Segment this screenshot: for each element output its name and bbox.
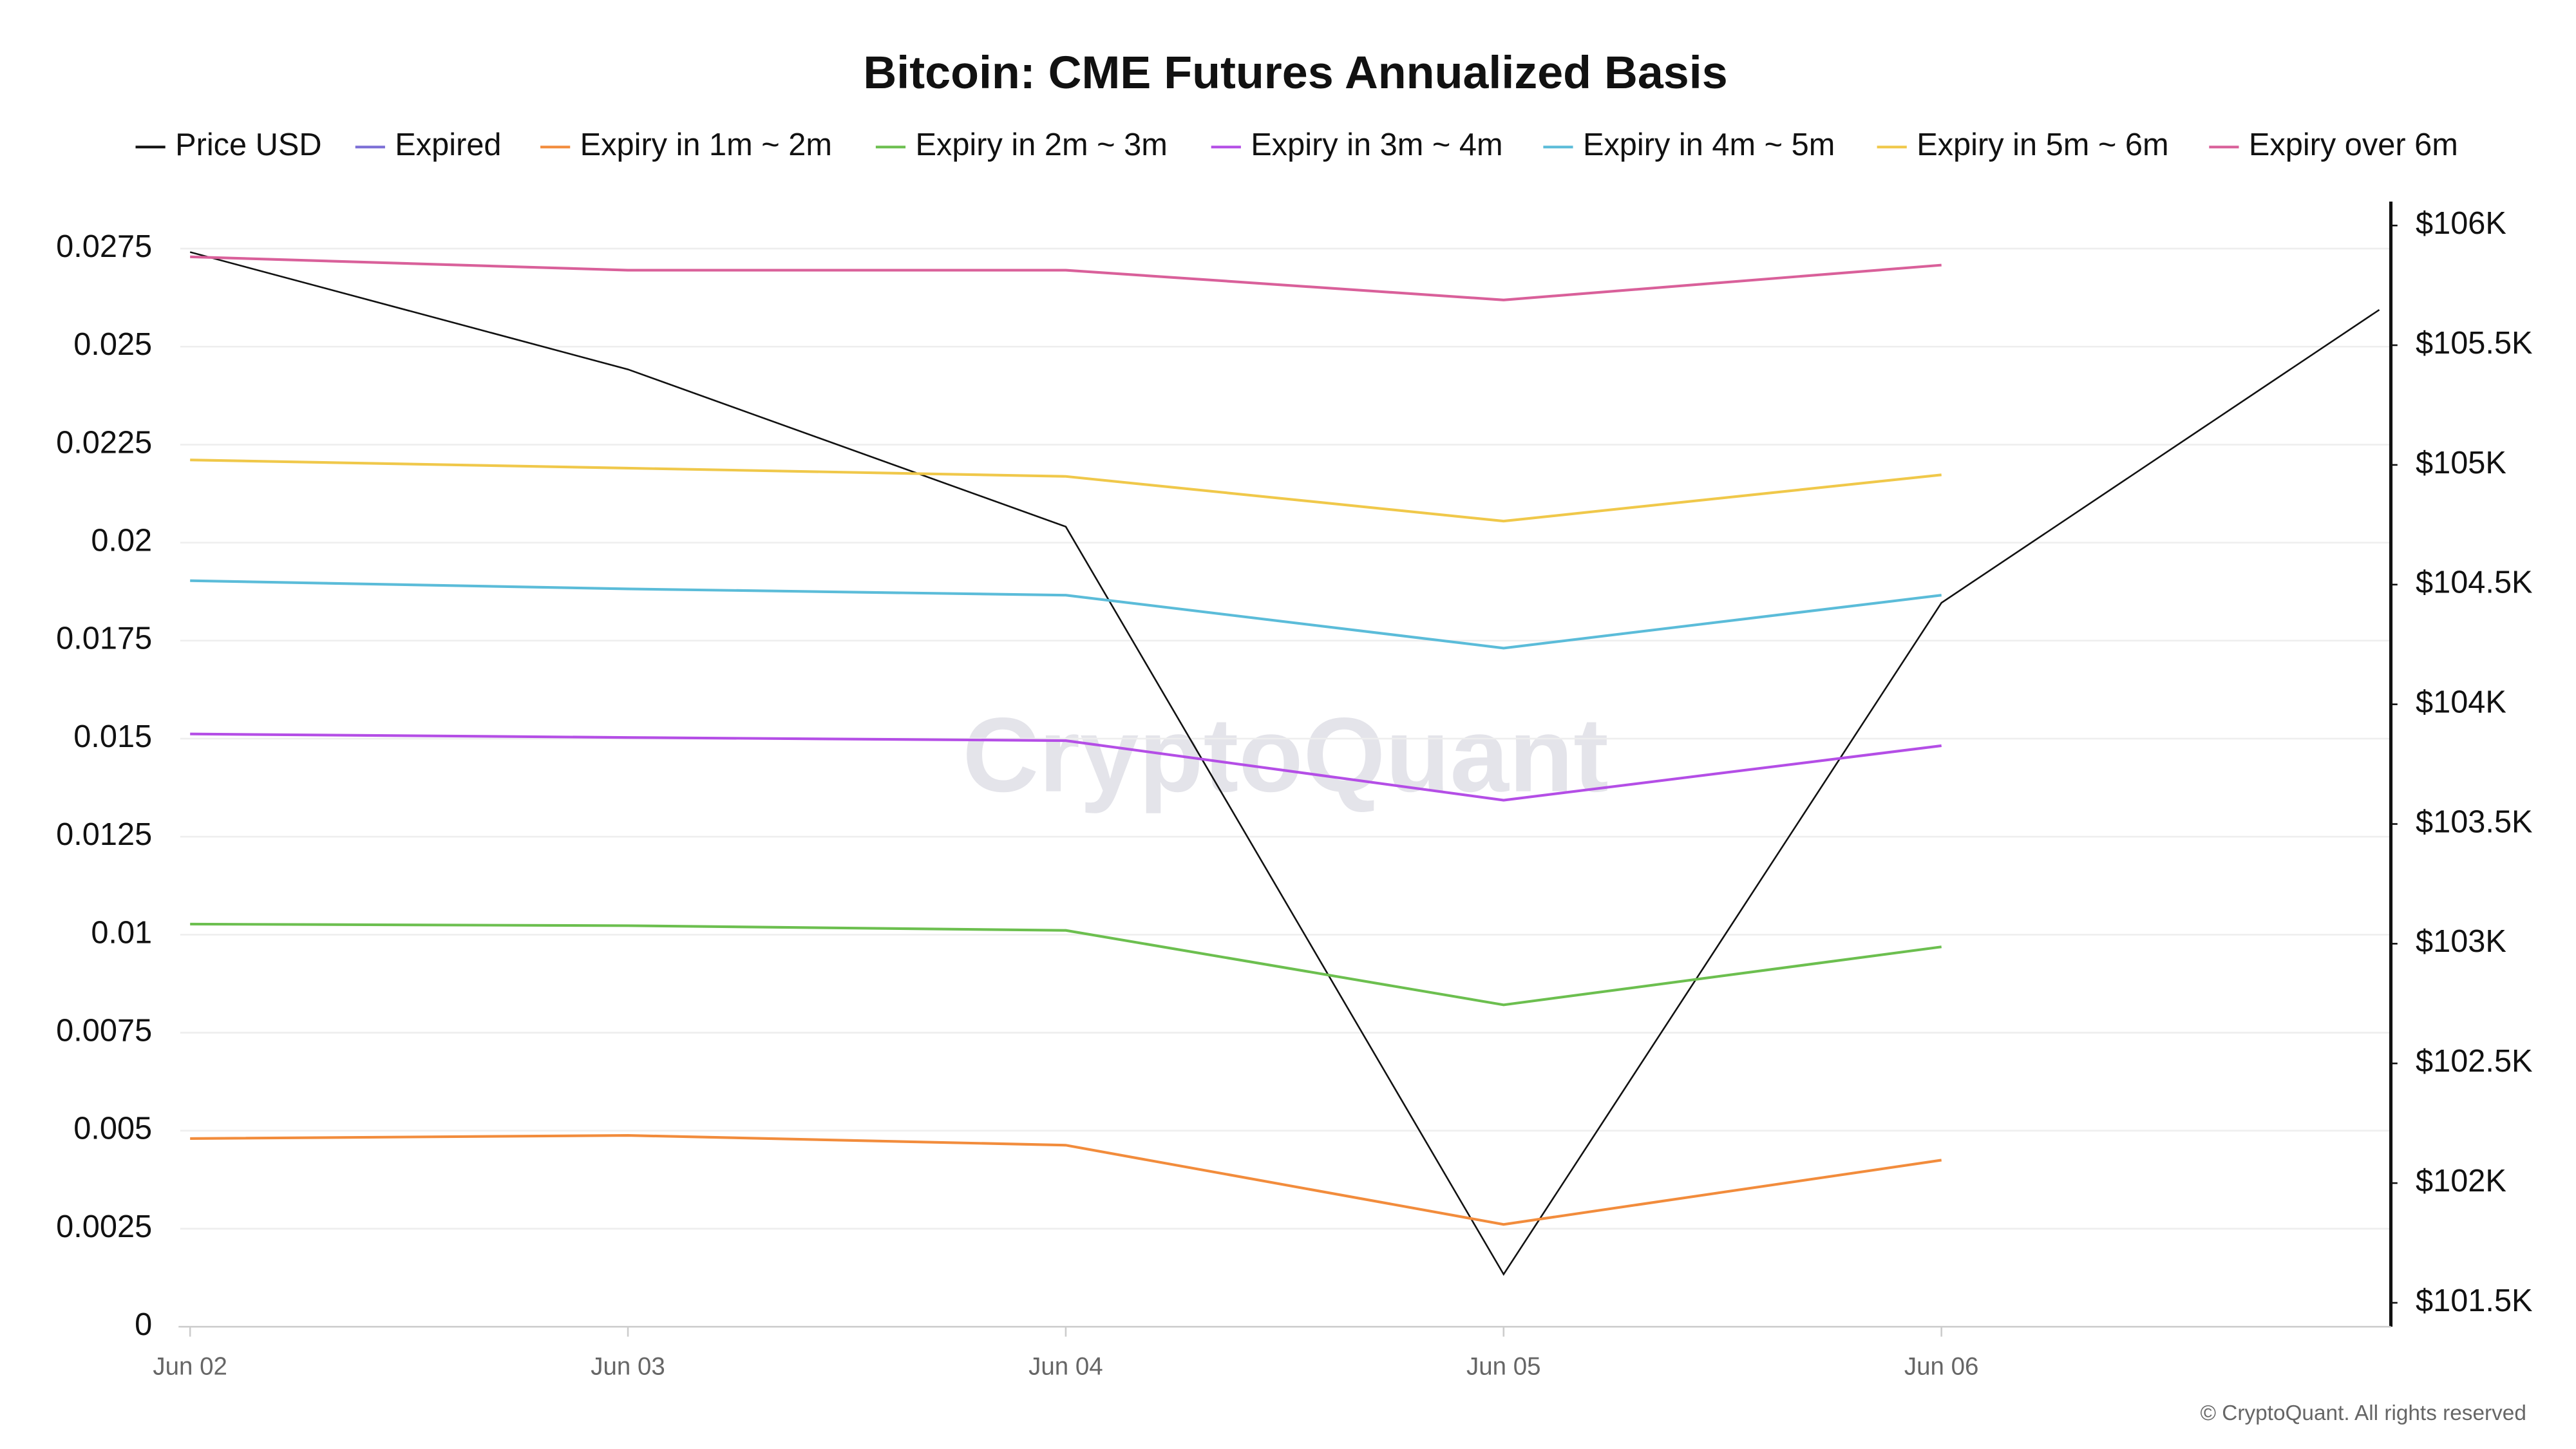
- series-line: [190, 459, 1942, 523]
- y-tick-label: 0.0225: [56, 425, 152, 460]
- footer: © CryptoQuant. All rights reserved: [2200, 1401, 2526, 1425]
- y2-tick-label: $102.5K: [2416, 1044, 2533, 1079]
- y-tick-label: 0.0125: [56, 817, 152, 852]
- y-tick-label: 0.025: [73, 327, 152, 362]
- y2-tick-label: $105.5K: [2416, 326, 2533, 361]
- series-line: [190, 579, 1942, 650]
- y2-tick-label: $101.5K: [2416, 1283, 2533, 1318]
- series-line: [190, 1134, 1942, 1226]
- x-tick-label: Jun 02: [153, 1352, 227, 1380]
- y-tick-label: 0.0175: [56, 621, 152, 656]
- series-line: [190, 255, 1942, 301]
- y-tick-label: 0.0275: [56, 229, 152, 264]
- y2-tick-label: $104K: [2416, 685, 2506, 720]
- x-tick-label: Jun 03: [591, 1352, 665, 1380]
- legend-label: Expiry over 6m: [2249, 128, 2458, 162]
- y2-tick-label: $102K: [2416, 1164, 2506, 1198]
- y-tick-label: 0.02: [91, 523, 152, 558]
- series-line: [189, 251, 2380, 1276]
- y-tick-label: 0.01: [91, 915, 152, 950]
- legend-label: Expiry in 1m ~ 2m: [580, 128, 832, 162]
- x-tick-label: Jun 06: [1904, 1352, 1979, 1380]
- series-line: [190, 732, 1942, 802]
- x-tick-label: Jun 05: [1466, 1352, 1541, 1380]
- y-tick-label: 0.0025: [56, 1209, 152, 1244]
- series-line: [190, 922, 1942, 1007]
- y-tick-label: 0: [135, 1307, 152, 1342]
- y-tick-label: 0.015: [73, 719, 152, 754]
- y2-tick-label: $106K: [2416, 206, 2506, 241]
- legend-label: Price USD: [175, 128, 321, 162]
- y2-tick-label: $103K: [2416, 924, 2506, 959]
- watermark: CryptoQuant: [962, 696, 1608, 814]
- chart-title: Bitcoin: CME Futures Annualized Basis: [863, 47, 1727, 99]
- y2-tick-label: $103.5K: [2416, 804, 2533, 839]
- y-tick-label: 0.005: [73, 1112, 152, 1146]
- x-tick-label: Jun 04: [1028, 1352, 1103, 1380]
- legend-label: Expiry in 2m ~ 3m: [915, 128, 1167, 162]
- legend-label: Expiry in 5m ~ 6m: [1917, 128, 2168, 162]
- y2-tick-label: $105K: [2416, 446, 2506, 480]
- y-tick-label: 0.0075: [56, 1013, 152, 1048]
- legend-label: Expired: [395, 128, 501, 162]
- legend-label: Expiry in 4m ~ 5m: [1583, 128, 1835, 162]
- y2-tick-label: $104.5K: [2416, 565, 2533, 600]
- legend-label: Expiry in 3m ~ 4m: [1251, 128, 1502, 162]
